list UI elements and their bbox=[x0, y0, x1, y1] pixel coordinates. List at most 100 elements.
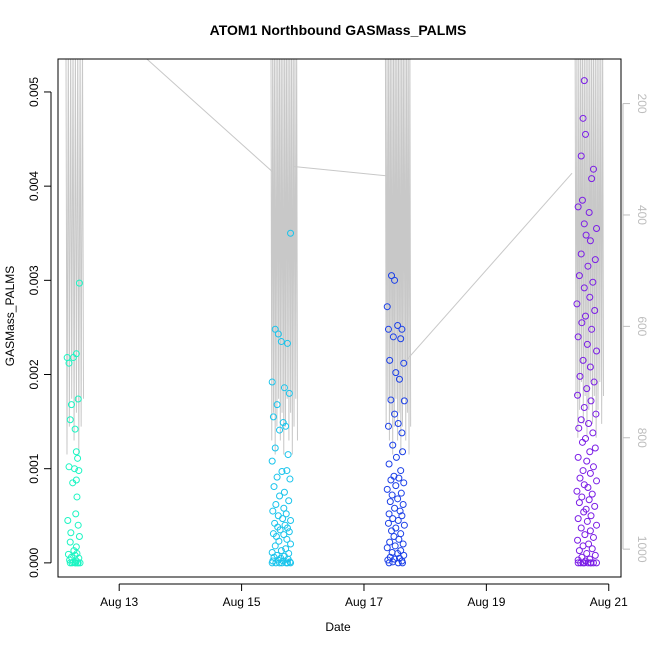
series-4 bbox=[573, 77, 601, 567]
data-point bbox=[583, 517, 591, 525]
data-point bbox=[394, 559, 402, 567]
data-point bbox=[577, 559, 585, 567]
data-point bbox=[582, 130, 590, 138]
data-point bbox=[579, 356, 587, 364]
data-point bbox=[387, 476, 395, 484]
data-point bbox=[585, 419, 593, 427]
data-point bbox=[67, 529, 75, 537]
data-point bbox=[394, 495, 402, 503]
data-point bbox=[72, 448, 80, 456]
data-point bbox=[579, 542, 587, 550]
data-point bbox=[270, 483, 278, 491]
scatter-points-layer bbox=[63, 77, 601, 567]
series-2 bbox=[268, 229, 295, 567]
data-point bbox=[573, 487, 581, 495]
data-point bbox=[388, 491, 396, 499]
data-point bbox=[74, 559, 82, 567]
data-point bbox=[280, 504, 288, 512]
data-point bbox=[588, 490, 596, 498]
data-point bbox=[74, 521, 82, 529]
data-point bbox=[280, 531, 288, 539]
data-point bbox=[268, 457, 276, 465]
data-point bbox=[71, 465, 79, 473]
data-point bbox=[271, 444, 279, 452]
data-point bbox=[396, 507, 404, 515]
data-point bbox=[275, 537, 283, 545]
data-point bbox=[75, 467, 83, 475]
plot-frame bbox=[57, 58, 622, 578]
x-axis: Aug 13 Aug 15 Aug 17 Aug 19 Aug 21 bbox=[100, 583, 628, 609]
data-point bbox=[274, 512, 282, 520]
y-axis: 0.000 0.001 0.002 0.003 0.004 0.005 bbox=[27, 77, 52, 578]
data-point bbox=[268, 378, 276, 386]
background-trace-layer bbox=[65, 59, 605, 455]
data-point bbox=[398, 512, 406, 520]
data-point bbox=[385, 460, 393, 468]
data-point bbox=[72, 559, 80, 567]
data-point bbox=[400, 397, 408, 405]
data-point bbox=[588, 175, 596, 183]
data-point bbox=[581, 531, 589, 539]
data-point bbox=[583, 457, 591, 465]
x-tick-label: Aug 21 bbox=[590, 595, 628, 609]
data-point bbox=[400, 551, 408, 559]
data-point bbox=[580, 77, 588, 85]
chart-title: ATOM1 Northbound GASMass_PALMS bbox=[210, 22, 467, 38]
data-point bbox=[388, 272, 396, 280]
x-axis-label: Date bbox=[325, 620, 351, 634]
data-point bbox=[400, 521, 408, 529]
data-point bbox=[278, 468, 286, 476]
data-point bbox=[588, 325, 596, 333]
data-point bbox=[282, 422, 290, 430]
data-point bbox=[389, 333, 397, 341]
data-point bbox=[73, 549, 81, 557]
data-point bbox=[397, 335, 405, 343]
data-point bbox=[399, 500, 407, 508]
data-point bbox=[282, 510, 290, 518]
data-point bbox=[394, 419, 402, 427]
data-point bbox=[590, 378, 598, 386]
data-point bbox=[276, 526, 284, 534]
data-point bbox=[584, 262, 592, 270]
data-point bbox=[586, 293, 594, 301]
y-tick-label: 0.001 bbox=[27, 453, 41, 483]
data-point bbox=[591, 502, 599, 510]
data-point bbox=[383, 485, 391, 493]
data-point bbox=[399, 540, 407, 548]
right-tick-label: 600 bbox=[635, 316, 649, 336]
x-tick-label: Aug 13 bbox=[100, 595, 138, 609]
data-point bbox=[280, 384, 288, 392]
data-point bbox=[585, 496, 593, 504]
y-tick-label: 0.000 bbox=[27, 548, 41, 578]
data-point bbox=[385, 510, 393, 518]
trace-profile bbox=[384, 59, 412, 455]
data-point bbox=[582, 312, 590, 320]
data-point bbox=[69, 479, 77, 487]
data-point bbox=[73, 493, 81, 501]
data-point bbox=[386, 356, 394, 364]
data-point bbox=[287, 229, 295, 237]
data-point bbox=[586, 559, 594, 567]
data-point bbox=[587, 397, 595, 405]
series-1 bbox=[63, 279, 84, 567]
data-point bbox=[287, 540, 295, 548]
data-point bbox=[593, 225, 601, 233]
y-axis-label: GASMass_PALMS bbox=[3, 266, 17, 366]
data-point bbox=[76, 559, 84, 567]
data-point bbox=[577, 152, 585, 160]
data-point bbox=[593, 347, 601, 355]
data-point bbox=[588, 545, 596, 553]
data-point bbox=[72, 510, 80, 518]
trace-connector bbox=[293, 166, 389, 177]
data-point bbox=[386, 498, 394, 506]
data-point bbox=[269, 413, 277, 421]
data-point bbox=[578, 493, 586, 501]
data-point bbox=[269, 507, 277, 515]
data-point bbox=[283, 535, 291, 543]
data-point bbox=[583, 340, 591, 348]
data-point bbox=[388, 527, 396, 535]
data-point bbox=[391, 542, 399, 550]
data-point bbox=[385, 559, 393, 567]
data-point bbox=[575, 424, 583, 432]
data-point bbox=[580, 284, 588, 292]
